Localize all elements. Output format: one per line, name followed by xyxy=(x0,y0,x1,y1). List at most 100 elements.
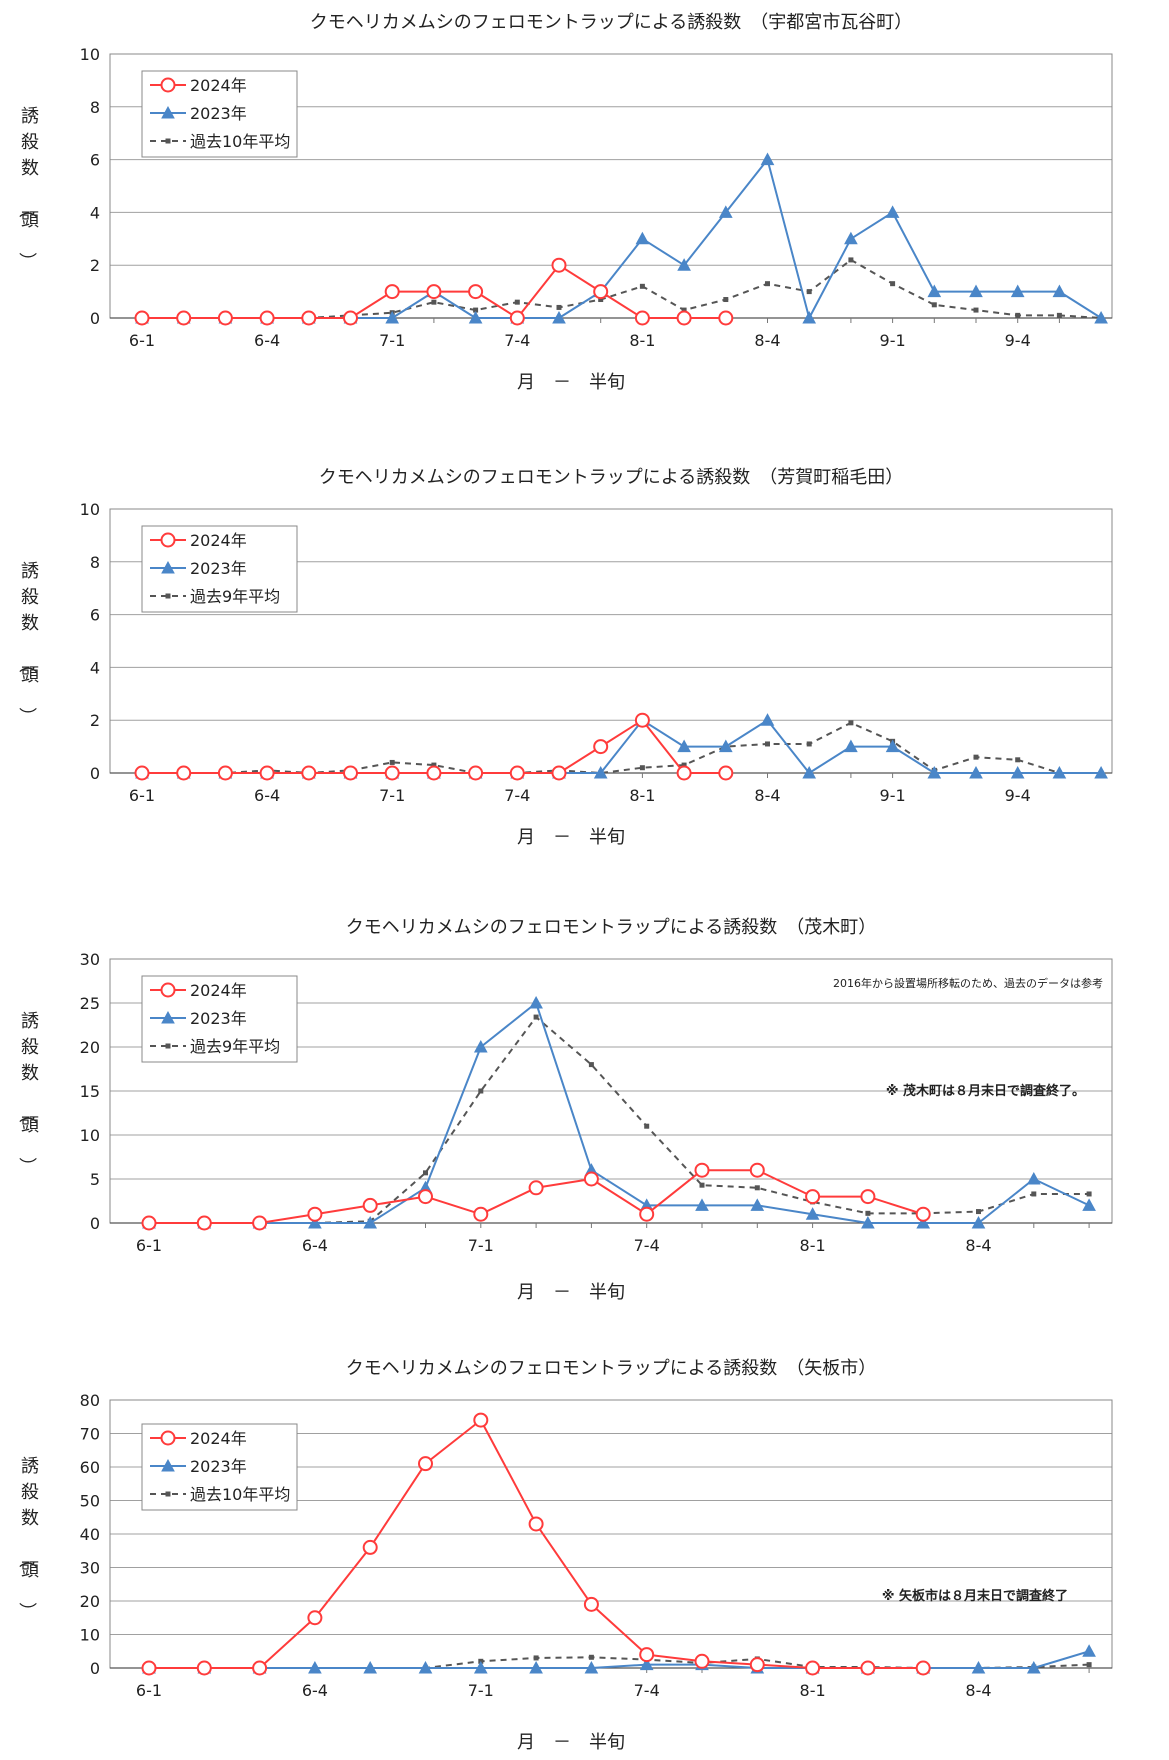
data-point xyxy=(677,258,691,271)
legend-label: 過去10年平均 xyxy=(190,1485,290,1504)
y-axis-label-char: ） xyxy=(16,252,37,270)
legend-label: 2024年 xyxy=(190,531,247,550)
data-point xyxy=(676,765,692,781)
legend-marker xyxy=(165,593,171,599)
data-point xyxy=(301,765,317,781)
data-point xyxy=(760,713,775,726)
y-axis-label-char: ） xyxy=(16,1157,37,1175)
data-point xyxy=(681,307,687,313)
data-point xyxy=(694,1162,710,1178)
chart-panel-yaita: クモヘリカメムシのフェロモントラップによる誘殺数 （矢板市） 0 10 20 30 40 5… xyxy=(0,1350,1169,1756)
data-point xyxy=(473,1206,489,1222)
y-tick-label: 5 xyxy=(90,1170,100,1189)
chart-panel-motegi: クモヘリカメムシのフェロモントラップによる誘殺数 （茂木町） 0 5 10 15 20 25… xyxy=(0,905,1169,1325)
y-tick-label: 6 xyxy=(90,606,100,625)
data-point xyxy=(308,1215,322,1229)
data-point xyxy=(252,1660,268,1676)
y-tick-label: 80 xyxy=(80,1391,100,1410)
y-tick-label: 4 xyxy=(90,203,100,222)
legend-marker xyxy=(160,982,176,998)
data-point xyxy=(1031,1191,1037,1197)
legend-label: 2024年 xyxy=(190,1429,247,1448)
y-tick-label: 8 xyxy=(90,553,100,572)
y-axis-label-char: 頭 xyxy=(21,210,39,231)
y-axis-label-char: 誘 xyxy=(21,1011,39,1032)
y-tick-label: 8 xyxy=(90,98,100,117)
y-axis-label: 誘殺数 （頭 ） xyxy=(16,1456,39,1620)
legend-label: 2023年 xyxy=(190,1457,247,1476)
data-point xyxy=(1010,284,1025,298)
data-point xyxy=(588,1654,594,1660)
data-point xyxy=(754,1185,760,1191)
series-0 xyxy=(134,257,734,326)
data-point xyxy=(473,1660,488,1674)
data-point xyxy=(343,310,358,326)
x-tick-label: 7-1 xyxy=(379,331,405,350)
y-tick-label: 60 xyxy=(80,1458,100,1477)
legend-marker xyxy=(160,532,176,548)
legend-marker xyxy=(161,105,175,119)
x-axis-label: 月 － 半旬 xyxy=(517,1732,625,1753)
data-point xyxy=(196,1215,212,1231)
data-point xyxy=(308,1660,322,1674)
chart-note: 2016年から設置場所移転のため、過去のデータは参考 xyxy=(833,976,1103,990)
y-axis-label-char: 誘 xyxy=(21,106,39,127)
data-point xyxy=(588,1062,594,1068)
y-tick-label: 40 xyxy=(80,1525,100,1544)
data-point xyxy=(927,765,942,779)
chart-note-survey-end: ※ 矢板市は８月末日で調査終了 xyxy=(882,1588,1068,1604)
data-point xyxy=(134,310,150,326)
data-point xyxy=(583,1596,599,1612)
y-axis-label-char: 数 xyxy=(21,613,39,634)
legend-label: 2023年 xyxy=(190,1009,247,1028)
data-point xyxy=(973,307,979,313)
y-axis-label-char: ） xyxy=(16,707,37,725)
x-axis-label: 月 － 半旬 xyxy=(517,372,625,393)
data-point xyxy=(426,284,442,300)
chart-title: クモヘリカメムシのフェロモントラップによる誘殺数 （宇都宮市瓦谷町） xyxy=(310,12,912,33)
x-tick-label: 6-4 xyxy=(254,786,280,805)
y-tick-label: 30 xyxy=(80,1559,100,1578)
y-axis-label-char: 誘 xyxy=(21,561,39,582)
data-point xyxy=(644,1123,650,1129)
data-point xyxy=(343,765,358,781)
data-point xyxy=(750,1198,765,1211)
chart-title: クモヘリカメムシのフェロモントラップによる誘殺数 （茂木町） xyxy=(346,917,876,938)
x-tick-label: 8-4 xyxy=(965,1681,991,1700)
data-point xyxy=(718,765,734,781)
data-point xyxy=(1015,757,1021,763)
data-point xyxy=(723,297,729,303)
data-point xyxy=(699,1182,705,1188)
y-tick-label: 10 xyxy=(80,1126,100,1145)
data-point xyxy=(196,1660,212,1676)
chart-title: クモヘリカメムシのフェロモントラップによる誘殺数 （矢板市） xyxy=(346,1358,876,1379)
y-axis-label-char: 殺 xyxy=(21,1482,39,1503)
y-axis-label-char: 殺 xyxy=(21,587,39,608)
legend-marker xyxy=(161,1010,175,1024)
data-point xyxy=(971,1215,986,1229)
data-point xyxy=(385,310,400,324)
data-point xyxy=(634,712,650,728)
data-point xyxy=(217,310,233,326)
data-point xyxy=(861,1215,875,1229)
y-axis-label: 誘殺数 （頭 ） xyxy=(16,1011,39,1175)
data-point xyxy=(362,1197,378,1213)
x-tick-label: 8-1 xyxy=(629,786,655,805)
data-point xyxy=(676,310,692,326)
data-point xyxy=(473,1412,489,1428)
data-point xyxy=(1082,1198,1096,1211)
data-point xyxy=(976,1209,981,1215)
y-tick-label: 10 xyxy=(80,500,100,519)
legend-label: 2023年 xyxy=(190,104,247,123)
data-point xyxy=(363,1660,378,1674)
data-point xyxy=(848,720,854,726)
legend-marker xyxy=(161,560,175,574)
data-point xyxy=(533,1014,539,1020)
y-axis-label-char: 頭 xyxy=(21,1560,39,1581)
y-axis-label-char: （ xyxy=(16,200,37,218)
x-tick-label: 7-4 xyxy=(634,1236,660,1255)
y-axis-label-char: 殺 xyxy=(21,1037,39,1058)
data-point xyxy=(1026,1171,1041,1185)
